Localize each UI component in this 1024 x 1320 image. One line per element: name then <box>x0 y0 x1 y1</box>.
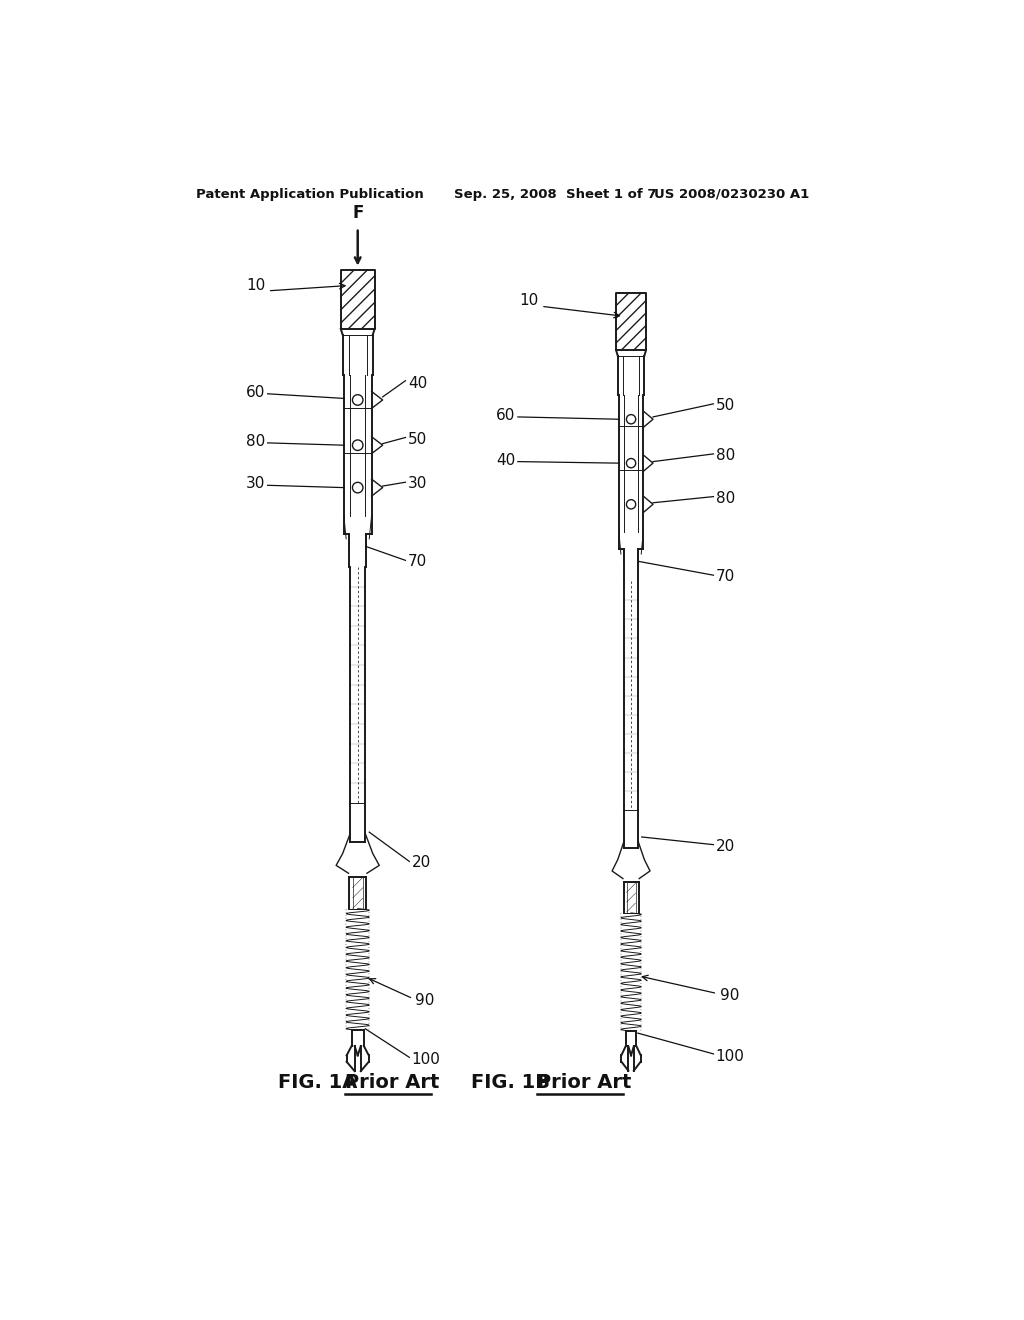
Text: 10: 10 <box>246 279 265 293</box>
Text: 40: 40 <box>408 375 427 391</box>
Text: Prior Art: Prior Art <box>538 1073 632 1092</box>
Text: FIG. 1A: FIG. 1A <box>279 1073 365 1092</box>
Text: 10: 10 <box>519 293 539 309</box>
Text: Sep. 25, 2008  Sheet 1 of 7: Sep. 25, 2008 Sheet 1 of 7 <box>454 187 656 201</box>
Text: 30: 30 <box>246 477 265 491</box>
Text: Prior Art: Prior Art <box>345 1073 439 1092</box>
Text: 70: 70 <box>716 569 735 585</box>
Text: 100: 100 <box>412 1052 440 1067</box>
Text: 30: 30 <box>408 477 427 491</box>
Text: 80: 80 <box>716 447 735 463</box>
Text: 20: 20 <box>716 838 735 854</box>
Text: 80: 80 <box>246 434 265 449</box>
Text: 60: 60 <box>497 408 515 422</box>
Text: 50: 50 <box>408 432 427 446</box>
Text: 40: 40 <box>497 453 515 469</box>
Text: 90: 90 <box>416 993 435 1007</box>
Text: F: F <box>352 205 364 222</box>
Text: US 2008/0230230 A1: US 2008/0230230 A1 <box>654 187 809 201</box>
Text: 20: 20 <box>412 855 431 870</box>
Text: 100: 100 <box>716 1048 744 1064</box>
Text: 50: 50 <box>716 397 735 413</box>
Text: 90: 90 <box>720 987 739 1003</box>
Text: FIG. 1B: FIG. 1B <box>471 1073 557 1092</box>
Text: 80: 80 <box>716 491 735 506</box>
Text: Patent Application Publication: Patent Application Publication <box>196 187 424 201</box>
Text: 70: 70 <box>408 554 427 569</box>
Text: 60: 60 <box>246 384 265 400</box>
